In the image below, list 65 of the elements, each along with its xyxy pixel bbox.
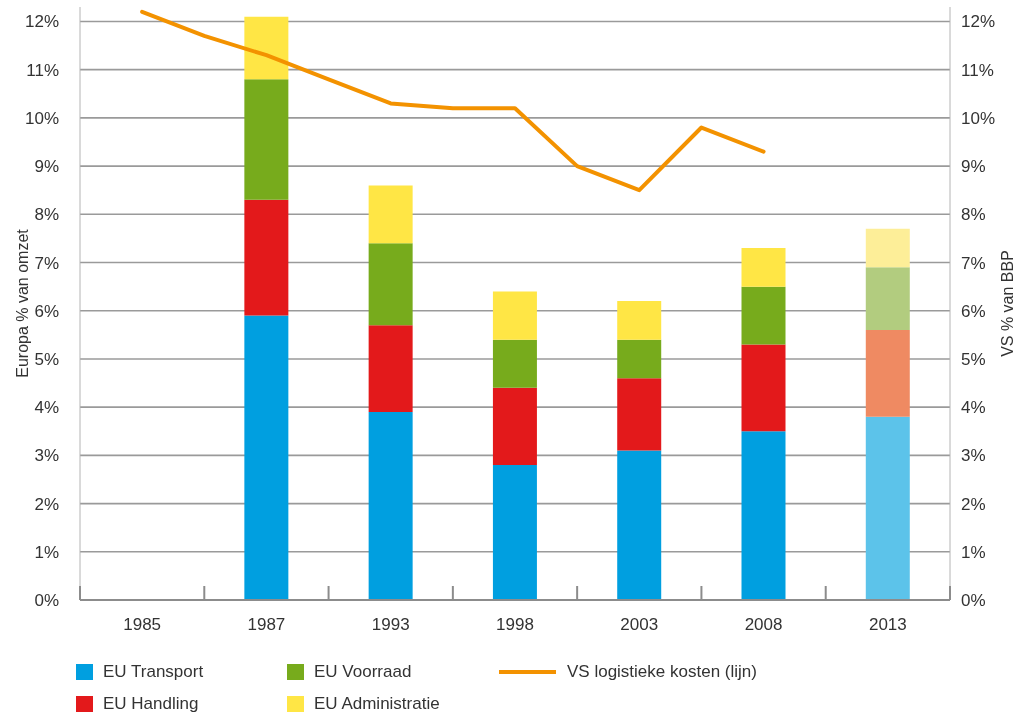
- x-tick-label: 1987: [247, 615, 286, 634]
- y2-tick-label: 6%: [961, 301, 986, 321]
- y-tick-label: 2%: [34, 494, 59, 514]
- bar: [617, 301, 662, 340]
- bar: [244, 199, 289, 316]
- y-tick-label: 8%: [34, 205, 59, 225]
- bar: [368, 185, 413, 244]
- legend-label: EU Transport: [103, 662, 204, 682]
- y-tick-label: 4%: [34, 398, 59, 418]
- legend-label: EU Voorraad: [314, 662, 412, 682]
- y2-tick-label: 1%: [961, 542, 986, 562]
- y2-tick-label: 5%: [961, 349, 986, 369]
- bar: [492, 387, 537, 466]
- x-tick-label: 2003: [620, 615, 659, 634]
- y2-tick-label: 3%: [961, 446, 986, 466]
- y2-tick-label: 7%: [961, 253, 986, 273]
- y-tick-label: 1%: [34, 542, 59, 562]
- x-tick-label: 2008: [744, 615, 783, 634]
- y2-tick-label: 9%: [961, 157, 986, 177]
- y2-tick-label: 12%: [961, 12, 996, 32]
- y-tick-label: 10%: [24, 108, 59, 128]
- legend-label: EU Administratie: [314, 694, 440, 714]
- y2-tick-label: 8%: [961, 205, 986, 225]
- x-tick-label: 2013: [868, 615, 907, 634]
- x-tick-label: 1998: [496, 615, 534, 634]
- bar: [865, 228, 910, 268]
- y-tick-label: 9%: [34, 157, 59, 177]
- y-tick-label: 6%: [34, 301, 59, 321]
- y-tick-label: 3%: [34, 446, 59, 466]
- y-tick-label: 7%: [34, 253, 59, 273]
- bar: [741, 286, 786, 345]
- bar: [244, 79, 289, 200]
- bar: [865, 267, 910, 331]
- bar: [492, 339, 537, 388]
- y2-tick-label: 11%: [961, 60, 994, 80]
- bar: [741, 431, 786, 600]
- y-tick-label: 0%: [34, 591, 59, 611]
- bar: [492, 291, 537, 340]
- bar: [865, 416, 910, 600]
- bar: [617, 378, 662, 451]
- bar: [492, 465, 537, 600]
- y2-tick-label: 0%: [961, 591, 986, 611]
- y-tick-label: 11%: [26, 60, 59, 80]
- bar: [741, 248, 786, 287]
- bar: [865, 330, 910, 417]
- y2-tick-label: 10%: [961, 108, 996, 128]
- bar: [368, 411, 413, 600]
- line-series: [140, 9, 766, 193]
- bar: [741, 344, 786, 432]
- bar: [617, 450, 662, 600]
- bar: [368, 243, 413, 326]
- bar: [244, 315, 289, 600]
- y2-tick-label: 2%: [961, 494, 986, 514]
- x-tick-label: 1993: [371, 615, 410, 634]
- legend-label: VS logistieke kosten (lijn): [567, 662, 757, 682]
- x-tick-label: 1985: [123, 615, 162, 634]
- y-axis-title: Europa % van omzet: [13, 228, 31, 378]
- y2-tick-label: 4%: [961, 398, 986, 418]
- y-tick-label: 5%: [34, 349, 59, 369]
- bar: [617, 339, 662, 379]
- y2-axis-title: VS % van BBP: [998, 250, 1016, 357]
- bar: [368, 325, 413, 412]
- y-tick-label: 12%: [24, 12, 59, 32]
- legend-label: EU Handling: [103, 694, 199, 714]
- bar: [244, 16, 289, 80]
